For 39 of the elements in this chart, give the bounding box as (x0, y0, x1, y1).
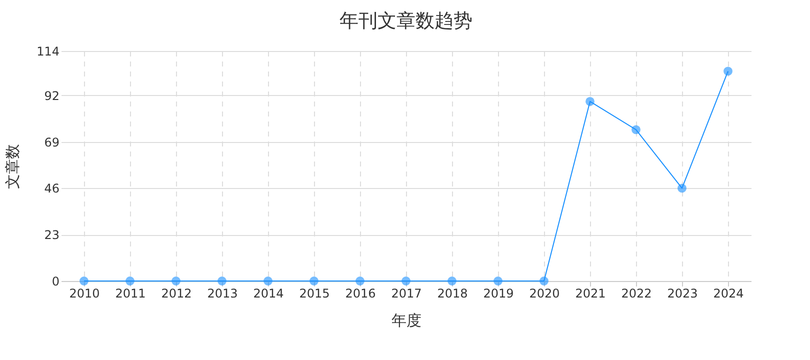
point (402, 276, 410, 286)
x-tick-label: 2023 (667, 286, 698, 300)
x-axis-title: 年度 (392, 312, 422, 330)
x-tick-label: 2017 (391, 286, 422, 300)
x-tick-label: 2014 (253, 286, 284, 300)
x-tick-label: 2024 (713, 286, 744, 300)
y-tick-label: 0 (52, 274, 60, 288)
x-tick-label: 2015 (299, 286, 330, 300)
x-tick-label: 2021 (575, 286, 606, 300)
y-axis-title: 文章数 (4, 144, 22, 189)
point (540, 276, 548, 286)
x-tick-label: 2011 (115, 286, 146, 300)
x-tick-label: 2013 (207, 286, 238, 300)
x-tick-label: 2016 (345, 286, 376, 300)
point (218, 276, 226, 286)
chart-title: 年刊文章数趋势 (340, 10, 472, 32)
point (724, 66, 732, 76)
point (678, 184, 686, 193)
y-tick-label: 69 (44, 135, 60, 150)
x-tick-label: 2012 (161, 286, 192, 300)
y-tick-label: 114 (36, 44, 60, 58)
x-tick-label: 2022 (621, 286, 652, 300)
point (586, 96, 594, 106)
y-tick-label: 46 (44, 182, 60, 196)
point (264, 276, 272, 286)
x-tick-label: 2020 (529, 286, 560, 300)
y-tick-label: 23 (44, 228, 60, 242)
x-tick-label: 2019 (483, 286, 514, 300)
point (632, 125, 640, 134)
point (126, 276, 134, 286)
point (356, 276, 364, 286)
point (80, 276, 88, 286)
point (448, 276, 456, 286)
point (172, 276, 180, 286)
x-tick-label: 2018 (437, 286, 468, 300)
point (494, 276, 502, 286)
point (310, 276, 318, 286)
y-tick-label: 92 (44, 88, 60, 103)
x-tick-label: 2010 (69, 286, 100, 300)
